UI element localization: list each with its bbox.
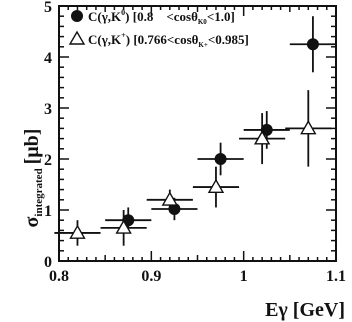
legend-marker-k0 — [71, 10, 83, 22]
x-axis-title: Eγ [GeV] — [265, 299, 345, 321]
data-point-triangle — [207, 178, 225, 194]
ticks: 0.8 0.9 1 1.1 0 1 2 3 4 5 — [44, 0, 346, 285]
legend: C(γ,K0) [0.8 <cosθK0<1.0] C(γ,K+) [0.766… — [68, 8, 249, 49]
y-tick-label: 3 — [44, 101, 52, 118]
y-tick-label: 0 — [44, 254, 52, 271]
y-axis-title: σintegrated[μb] — [21, 129, 45, 228]
y-tick-label: 4 — [44, 50, 52, 67]
data-point-triangle — [300, 119, 317, 135]
x-tick-label: 1 — [240, 268, 248, 285]
y-tick-label: 1 — [44, 203, 52, 220]
series-kplus — [54, 90, 332, 246]
series-k0 — [105, 16, 336, 233]
legend-marker-kplus — [68, 30, 86, 45]
y-tick-label: 5 — [44, 0, 52, 16]
data-point-circle — [168, 202, 181, 215]
data-marks — [54, 16, 336, 246]
data-point-circle — [260, 123, 273, 136]
legend-entry-kplus: C(γ,K+) [0.766<cosθK+<0.985] — [88, 31, 249, 49]
data-point-triangle — [69, 224, 86, 239]
x-tick-label: 1.1 — [326, 268, 346, 285]
data-point-triangle — [115, 219, 132, 234]
data-point-circle — [214, 153, 227, 165]
data-point-circle — [306, 38, 319, 51]
data-point-triangle — [161, 191, 179, 206]
x-tick-label: 0.9 — [141, 268, 161, 285]
y-tick-label: 2 — [44, 152, 52, 169]
data-point-triangle — [253, 130, 271, 145]
legend-entry-k0: C(γ,K0) [0.8 <cosθK0<1.0] — [88, 8, 235, 26]
x-tick-label: 0.8 — [49, 268, 69, 285]
